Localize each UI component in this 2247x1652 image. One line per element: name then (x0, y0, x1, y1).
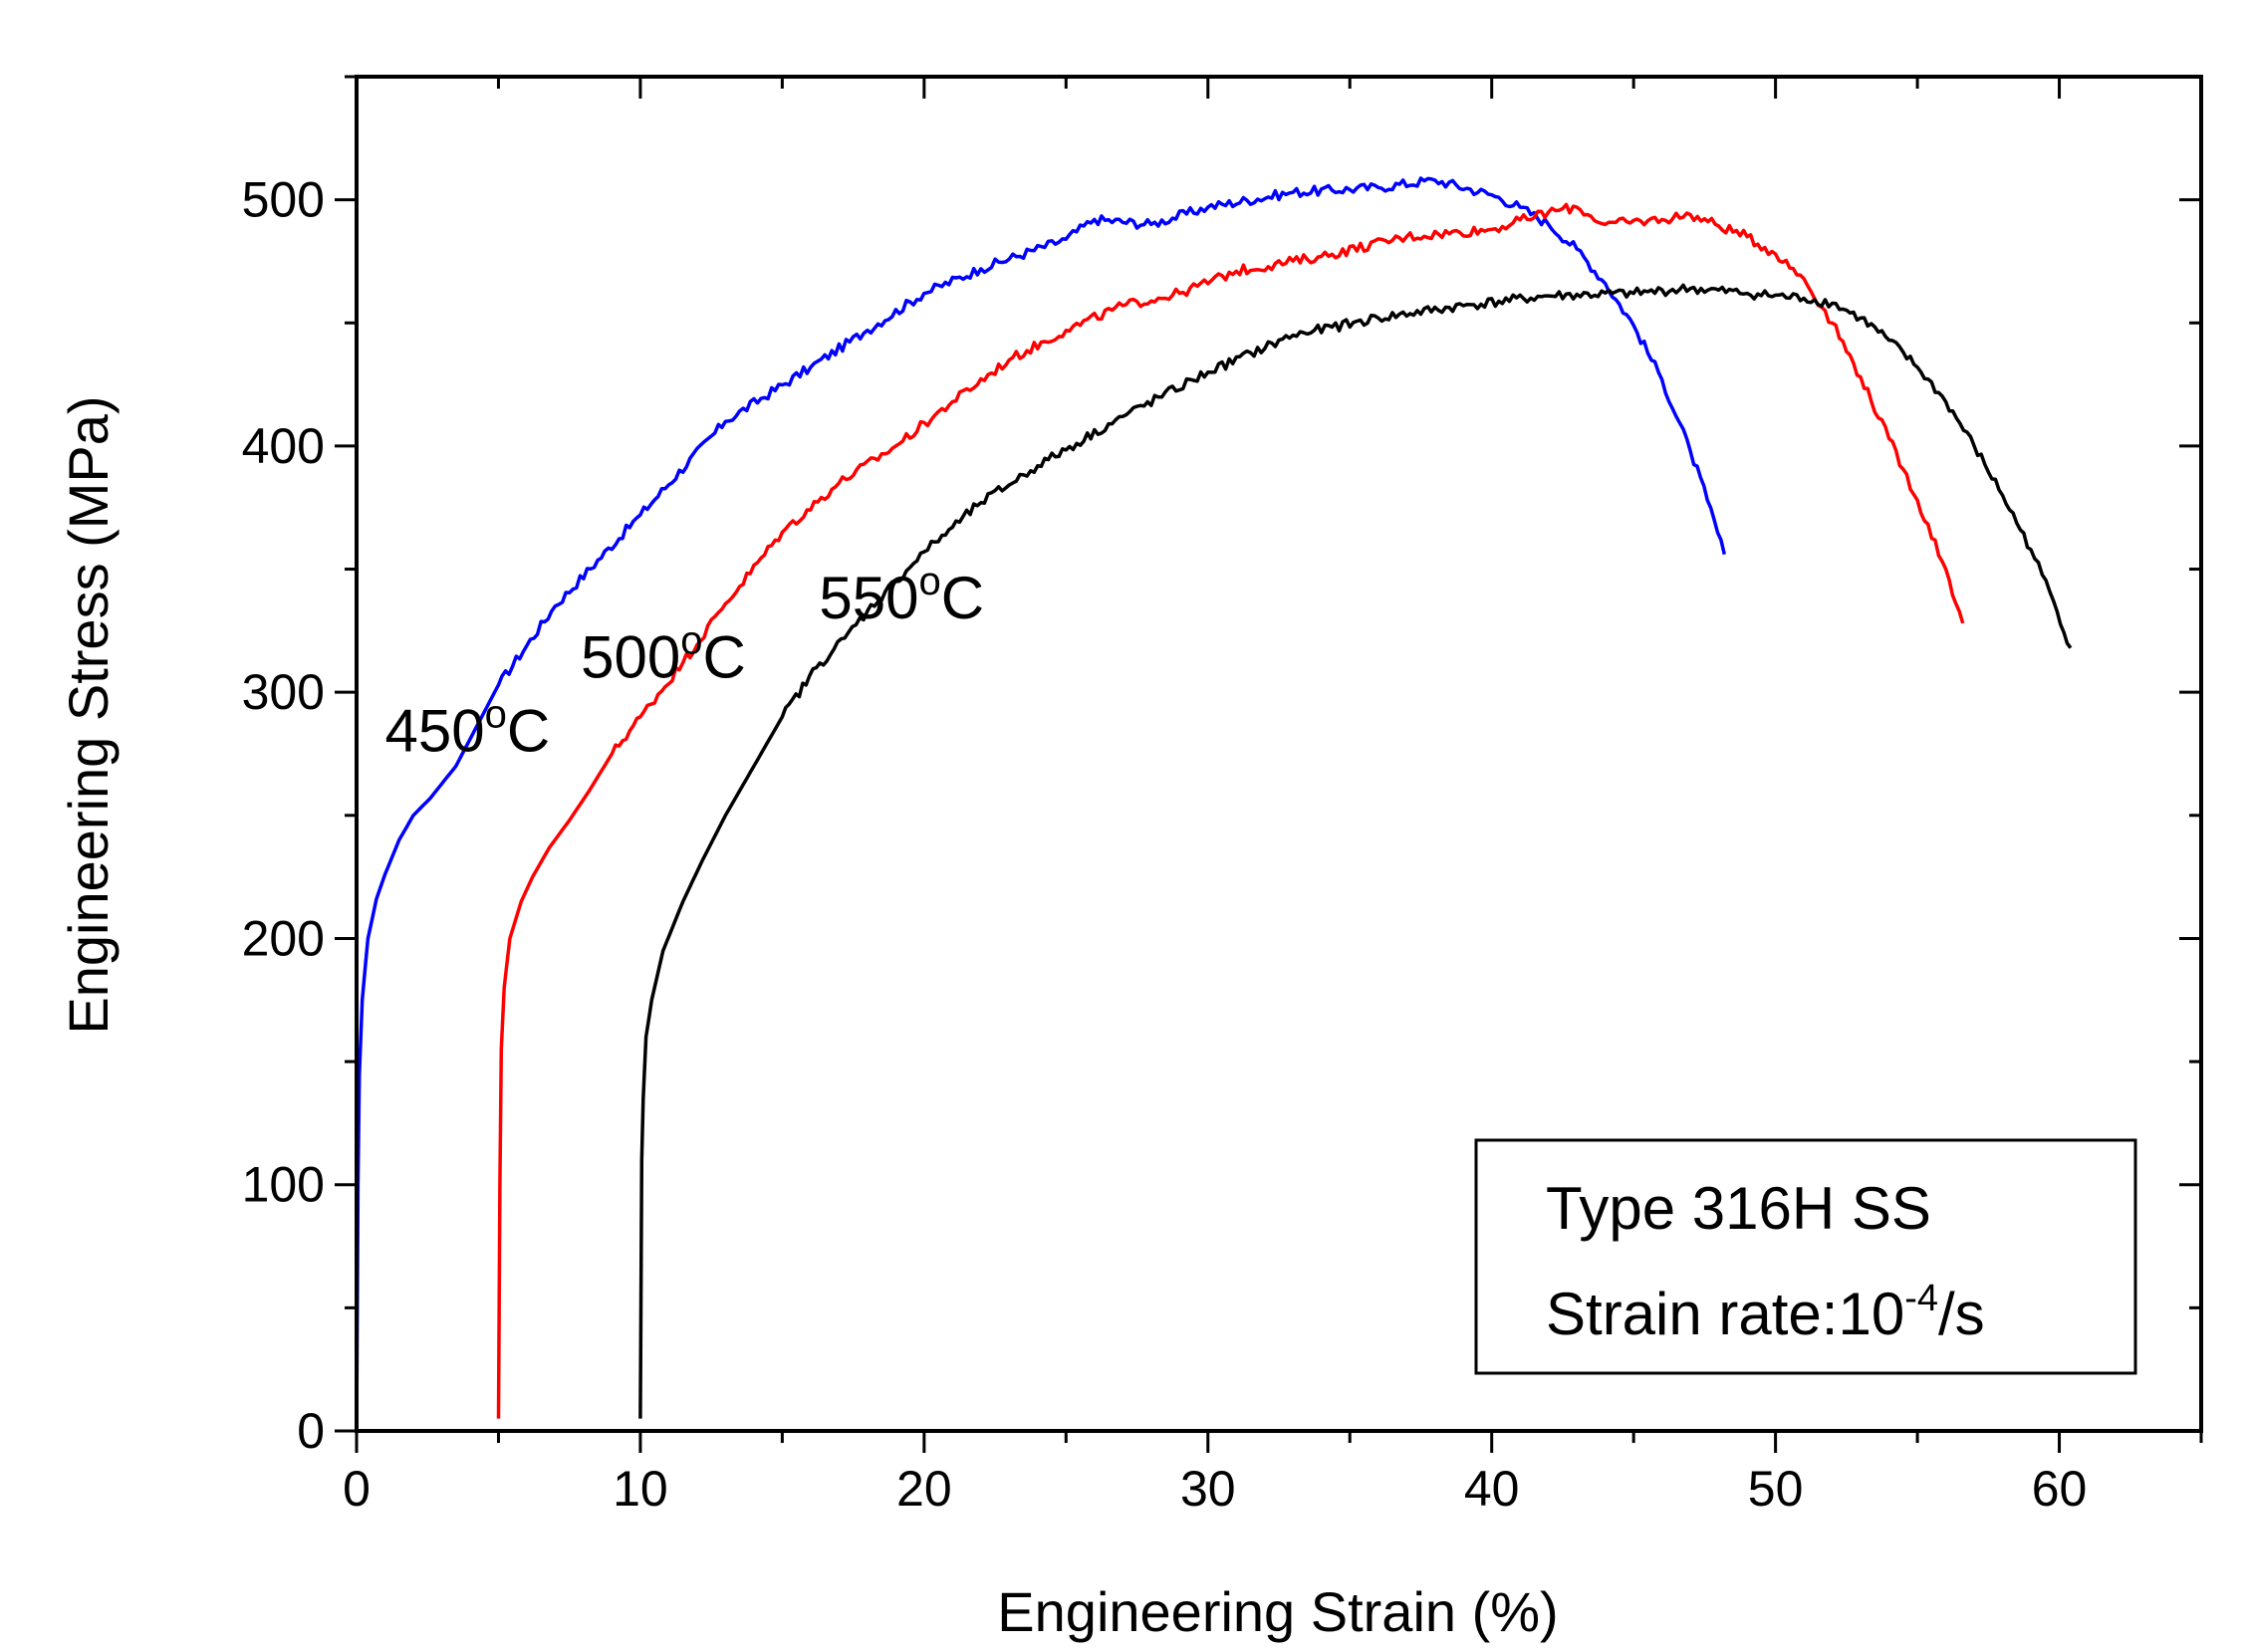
series-layer (355, 176, 2073, 1432)
y-tick-label: 400 (242, 418, 325, 474)
x-tick-label: 60 (2032, 1461, 2088, 1517)
series-label-unit: C (941, 565, 984, 631)
x-tick-label: 40 (1464, 1461, 1520, 1517)
x-tick-label: 50 (1748, 1461, 1804, 1517)
legend-strain-rate: Strain rate:10-4/s (1546, 1278, 1985, 1347)
series-label-550: 550oC (819, 560, 984, 631)
axis-tick-labels: 0 10 20 30 40 50 60 0 100 200 300 400 500 (242, 172, 2088, 1517)
legend-strain-rate-prefix: Strain rate:10 (1546, 1281, 1904, 1347)
y-tick-label: 100 (242, 1157, 325, 1213)
series-label-degree: o (485, 693, 507, 737)
series-label-value: 450 (384, 698, 484, 765)
legend-frame (1474, 1138, 2137, 1375)
axis-ticks (335, 75, 2203, 1453)
legend-material: Type 316H SS (1546, 1175, 1931, 1242)
x-tick-label: 0 (343, 1461, 371, 1517)
legend-box: Type 316H SS Strain rate:10-4/s (1474, 1138, 2137, 1375)
x-tick-label: 10 (613, 1461, 668, 1517)
series-label-450: 450oC (384, 693, 550, 765)
series-label-degree: o (919, 560, 941, 603)
legend-strain-rate-exponent: -4 (1904, 1278, 1938, 1319)
series-line-550 (638, 283, 2073, 1419)
y-tick-label: 200 (242, 910, 325, 966)
series-label-unit: C (507, 698, 550, 765)
series-label-value: 550 (819, 565, 918, 631)
series-label-500: 500oC (581, 618, 746, 690)
x-tick-label: 30 (1180, 1461, 1236, 1517)
series-label-unit: C (702, 623, 745, 690)
y-tick-label: 500 (242, 172, 325, 228)
series-line-500 (496, 202, 1965, 1419)
legend-strain-rate-suffix: /s (1938, 1281, 1985, 1347)
series-label-value: 500 (581, 623, 680, 690)
plot-frame (355, 75, 2203, 1433)
series-label-degree: o (680, 618, 702, 662)
y-tick-label: 300 (242, 664, 325, 720)
y-axis-title: Engineering Stress (MPa) (57, 395, 120, 1034)
series-line-450 (355, 176, 1727, 1432)
y-tick-label: 0 (297, 1403, 325, 1459)
axes-frame (355, 75, 2203, 1433)
x-tick-label: 20 (896, 1461, 952, 1517)
x-axis-title: Engineering Strain (%) (997, 1580, 1558, 1643)
